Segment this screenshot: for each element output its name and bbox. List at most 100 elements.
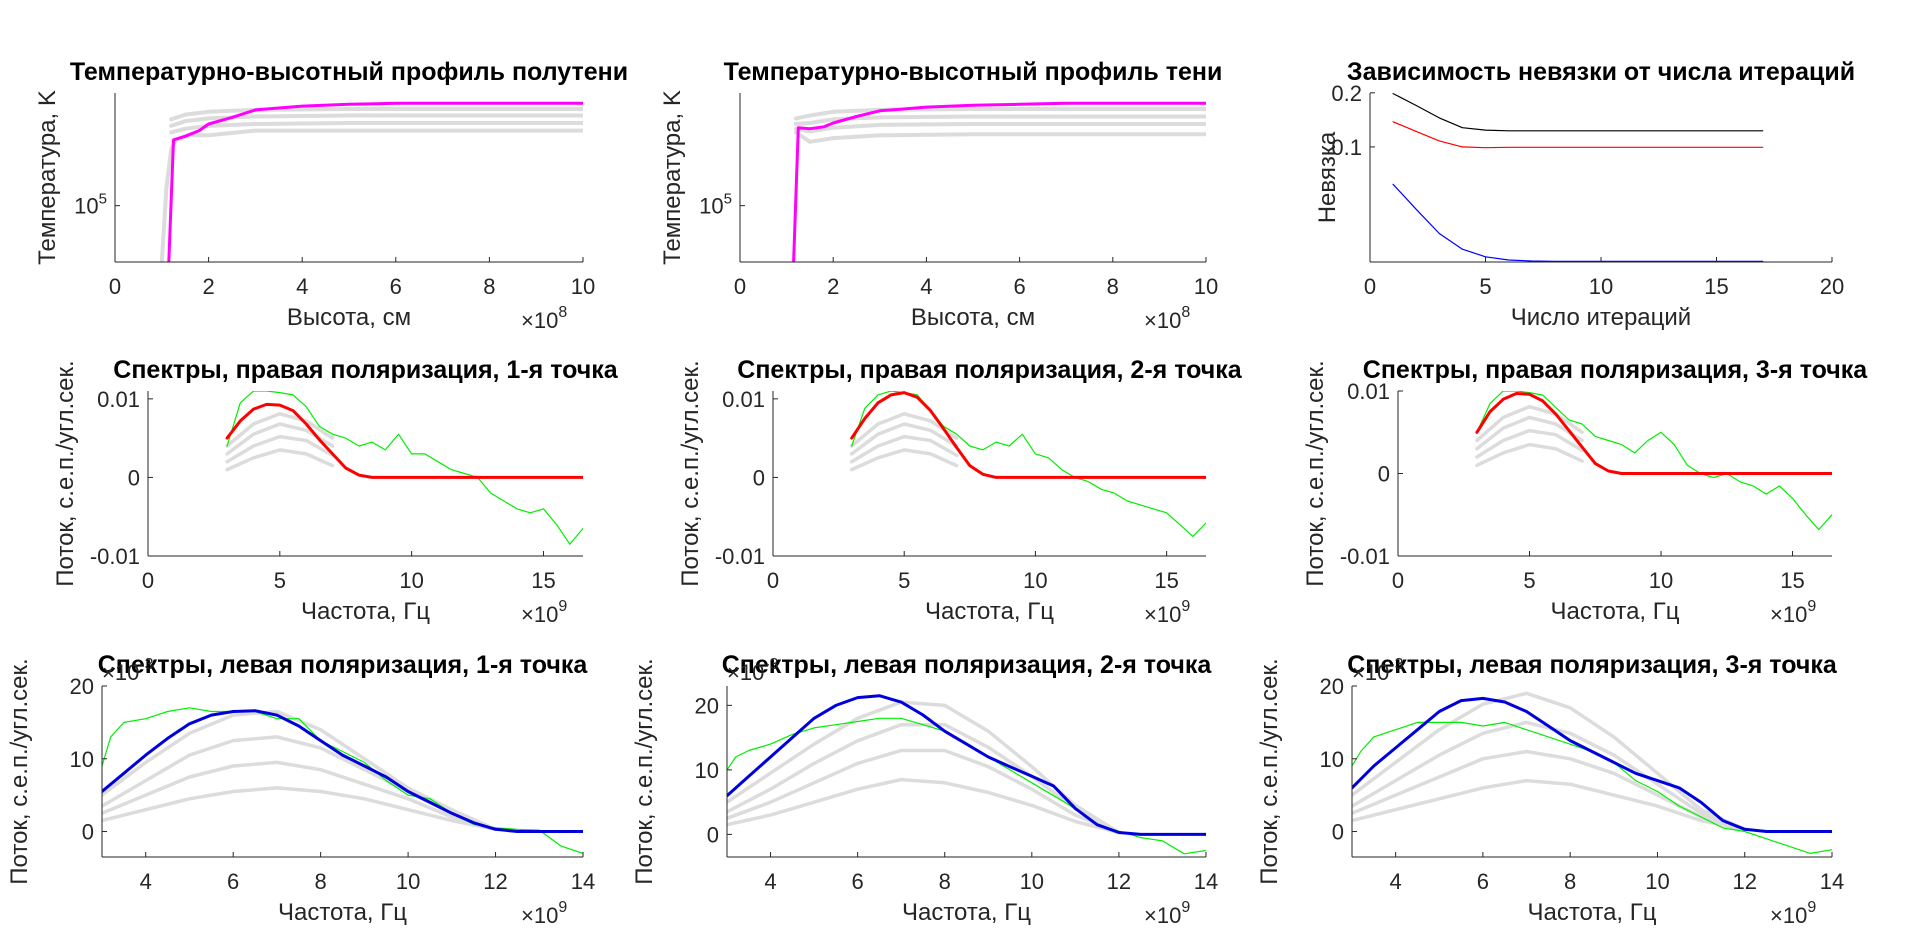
series-line-3 [1475, 415, 1584, 451]
x-tick-label: 4 [296, 274, 308, 299]
series-line-2 [849, 434, 959, 464]
y-tick-label: 0 [1332, 820, 1344, 845]
y-tick-label: 0.01 [1347, 379, 1390, 404]
y-exponent-label: ×10-3 [727, 656, 779, 685]
x-tick-label: 12 [483, 869, 507, 894]
y-axis-label: Поток, с.е.п./угл.сек. [1256, 658, 1283, 884]
x-tick-label: 6 [390, 274, 402, 299]
x-axis-label: Частота, Гц [902, 899, 1031, 926]
x-tick-label: 10 [399, 568, 423, 593]
x-axis-label: Частота, Гц [1527, 899, 1656, 926]
y-exponent-label: ×10-3 [1352, 656, 1404, 685]
y-tick-label: 0.2 [1331, 81, 1362, 106]
y-tick-label: -0.01 [715, 544, 765, 569]
series-line-3 [1352, 720, 1747, 832]
y-tick-label: 0 [82, 820, 94, 845]
y-tick-label: 10 [695, 758, 719, 783]
series-line-1 [1352, 778, 1747, 832]
y-axis-label: Температура, K [34, 90, 61, 265]
y-tick-exponent: 5 [99, 191, 107, 208]
series-line-4 [849, 412, 959, 448]
x-exponent-label: ×109 [521, 899, 567, 928]
x-tick-label: 5 [274, 568, 286, 593]
series-line-1 [1392, 93, 1764, 132]
y-axis-label: Поток, с.е.п./угл.сек. [52, 360, 79, 586]
x-tick-label: 6 [227, 869, 239, 894]
series-line-2 [102, 760, 498, 832]
subplot-title: Спектры, левая поляризация, 3-я точка [1347, 651, 1838, 679]
y-tick-label: 20 [695, 693, 719, 718]
x-tick-label: 0 [767, 568, 779, 593]
series-line-2 [727, 748, 1121, 835]
plot-area [1475, 391, 1832, 531]
x-tick-label: 10 [1194, 274, 1218, 299]
x-tick-label: 0 [142, 568, 154, 593]
x-tick-label: 5 [898, 568, 910, 593]
series-line-5 [226, 391, 583, 545]
x-tick-label: 8 [315, 869, 327, 894]
x-tick-label: 14 [571, 869, 595, 894]
y-tick-label: 105 [699, 191, 732, 219]
x-axis-label: Частота, Гц [1550, 598, 1679, 625]
x-exponent-label: ×109 [1770, 598, 1816, 627]
y-tick-label: 0 [753, 465, 765, 490]
x-axis-label: Число итераций [1511, 304, 1691, 331]
x-tick-label: 8 [483, 274, 495, 299]
x-tick-label: 2 [202, 274, 214, 299]
y-tick-label: 0 [128, 465, 140, 490]
series-line-4 [1475, 404, 1584, 443]
series-line-1 [159, 128, 583, 262]
x-tick-label: 10 [396, 869, 420, 894]
subplot-title: Спектры, правая поляризация, 2-я точка [737, 356, 1243, 384]
x-axis-label: Частота, Гц [925, 598, 1054, 625]
series-line-1 [1475, 442, 1584, 468]
plot-area [727, 694, 1206, 855]
x-tick-label: 0 [109, 274, 121, 299]
series-line-2 [1352, 749, 1747, 832]
series-line-6 [1352, 696, 1832, 833]
x-tick-label: 15 [531, 568, 555, 593]
series-line-5 [1352, 721, 1832, 854]
series-line-1 [102, 786, 498, 832]
series-line-6 [225, 402, 583, 479]
x-tick-label: 5 [1479, 274, 1491, 299]
subplot-title: Спектры, правая поляризация, 3-я точка [1363, 356, 1869, 384]
x-exponent-label: ×108 [1144, 304, 1190, 333]
y-tick-label: 20 [70, 674, 94, 699]
plot-area [792, 101, 1206, 262]
y-axis-label: Невязка [1314, 131, 1341, 223]
series-line-4 [1352, 691, 1747, 832]
series-line-1 [849, 448, 959, 472]
series-line-5 [102, 707, 583, 854]
series-line-5 [792, 101, 1206, 262]
series-line-2 [1475, 428, 1584, 459]
series-line-6 [727, 694, 1206, 836]
x-tick-label: 6 [1477, 869, 1489, 894]
x-tick-label: 6 [852, 869, 864, 894]
x-exponent-label: ×109 [1144, 598, 1190, 627]
x-exponent-label: ×108 [521, 304, 567, 333]
series-line-2 [793, 122, 1206, 134]
y-exponent-label: ×10-3 [102, 656, 154, 685]
series-line-3 [849, 422, 959, 456]
x-tick-label: 12 [1107, 869, 1131, 894]
x-axis-label: Высота, см [911, 304, 1035, 331]
x-exponent-label: ×109 [1770, 899, 1816, 928]
x-axis-label: Частота, Гц [278, 899, 407, 926]
subplot-title: Температурно-высотный профиль тени [724, 58, 1223, 86]
series-line-5 [167, 101, 583, 262]
y-axis-label: Поток, с.е.п./угл.сек. [631, 658, 658, 884]
x-axis-label: Частота, Гц [301, 598, 430, 625]
x-tick-label: 2 [827, 274, 839, 299]
x-exponent-label: ×109 [1144, 899, 1190, 928]
subplot-1: 0 2 4 6 8 10 105 Температурно-высотный профиль … [34, 58, 628, 333]
y-tick-label: 0 [707, 822, 719, 847]
y-tick-label: -0.01 [90, 544, 140, 569]
y-tick-label: 0.1 [1331, 135, 1362, 160]
